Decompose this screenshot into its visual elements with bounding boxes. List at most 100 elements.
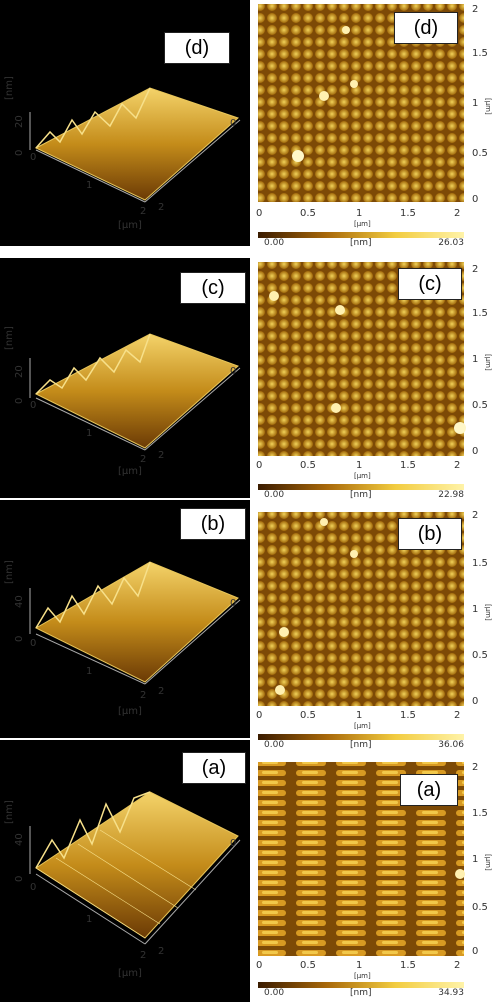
panel-label-b-2d: (b) — [398, 518, 462, 550]
color-gradient — [258, 484, 464, 490]
scale-min: 0.00 — [264, 238, 285, 248]
x-unit: [µm] — [354, 972, 371, 980]
z-axis-label: [nm] — [4, 76, 15, 100]
y-tick: 2 — [472, 510, 478, 521]
afm-2d-map-d: 0 0.5 1 1.5 2 [µm] 2 1.5 1 0.5 0 [µm] — [256, 4, 492, 228]
y-unit: [µm] — [484, 604, 492, 621]
scale-unit: [nm] — [350, 740, 372, 750]
lateral-tick: 1 — [86, 180, 92, 191]
x-tick: 2 — [454, 460, 460, 471]
afm-3d-surface-d: [nm] 20 0 0 1 2 2 0 [µm] — [4, 76, 241, 231]
z-tick: 20 — [14, 365, 25, 378]
y-tick: 1.5 — [472, 808, 488, 819]
lateral-tick: 2 — [140, 950, 146, 961]
color-gradient — [258, 232, 464, 238]
y-tick: 1 — [472, 604, 478, 615]
afm-2d-view-a: 0 0.5 1 1.5 2 [µm] 2 1.5 1 0.5 0 [µm] (a… — [254, 758, 500, 1002]
y-tick: 1 — [472, 854, 478, 865]
scale-min: 0.00 — [264, 988, 285, 998]
lateral-tick: 2 — [140, 206, 146, 217]
y-tick: 2 — [472, 264, 478, 275]
z-tick: 0 — [14, 636, 25, 642]
height-scale-bar-c: 0.00 [nm] 22.98 — [258, 484, 464, 500]
lateral-tick: 0 — [30, 882, 36, 893]
height-scale-bar-d: 0.00 [nm] 26.03 — [258, 232, 464, 248]
lateral-tick: 2 — [158, 450, 164, 461]
lateral-tick: 0 — [30, 638, 36, 649]
afm-3d-surface-b: [nm] 40 0 0 1 2 2 0 [µm] — [4, 560, 241, 717]
lateral-tick: 0 — [230, 838, 236, 849]
x-tick: 0.5 — [300, 710, 316, 721]
y-tick: 2 — [472, 762, 478, 773]
afm-2d-view-b: 0 0.5 1 1.5 2 [µm] 2 1.5 1 0.5 0 [µm] (b… — [254, 508, 500, 758]
afm-3d-surface-a: [nm] 40 0 0 1 2 2 0 [µm] — [4, 791, 241, 979]
panel-label-c-3d: (c) — [180, 272, 246, 304]
lateral-tick: 2 — [158, 946, 164, 957]
afm-2d-map-c: 0 0.5 1 1.5 2 [µm] 2 1.5 1 0.5 0 [µm] — [256, 262, 492, 480]
y-tick: 0.5 — [472, 650, 488, 661]
x-tick: 1.5 — [400, 460, 416, 471]
lateral-tick: 0 — [230, 118, 236, 129]
lateral-tick: 1 — [86, 428, 92, 439]
afm-3d-view-a: [nm] 40 0 0 1 2 2 0 [µm] (a) — [0, 740, 250, 1002]
z-axis-label: [nm] — [4, 560, 15, 584]
lateral-tick: 1 — [86, 666, 92, 677]
lateral-tick: 0 — [230, 598, 236, 609]
lateral-tick: 2 — [140, 690, 146, 701]
z-tick: 0 — [14, 876, 25, 882]
y-tick: 1 — [472, 354, 478, 365]
y-unit: [µm] — [484, 98, 492, 115]
lateral-unit: [µm] — [118, 466, 142, 477]
x-tick: 0 — [256, 960, 262, 971]
afm-2d-view-d: 0 0.5 1 1.5 2 [µm] 2 1.5 1 0.5 0 [µm] (d… — [254, 0, 500, 258]
scale-max: 36.06 — [438, 740, 464, 750]
x-tick: 1 — [356, 208, 362, 219]
y-unit: [µm] — [484, 354, 492, 371]
x-tick: 0 — [256, 460, 262, 471]
x-tick: 1 — [356, 710, 362, 721]
x-unit: [µm] — [354, 472, 371, 480]
lateral-tick: 0 — [230, 366, 236, 377]
afm-3d-view-d: [nm] 20 0 0 1 2 2 0 [µm] (d) — [0, 0, 250, 246]
x-unit: [µm] — [354, 722, 371, 730]
x-tick: 1 — [356, 960, 362, 971]
panel-label-a-3d: (a) — [182, 752, 246, 784]
afm-2d-view-c: 0 0.5 1 1.5 2 [µm] 2 1.5 1 0.5 0 [µm] (c… — [254, 258, 500, 508]
z-axis-label: [nm] — [4, 800, 15, 824]
scale-max: 26.03 — [438, 238, 464, 248]
y-tick: 2 — [472, 4, 478, 15]
color-gradient — [258, 982, 464, 988]
y-tick: 1.5 — [472, 308, 488, 319]
z-tick: 40 — [14, 833, 25, 846]
lateral-unit: [µm] — [118, 220, 142, 231]
lateral-unit: [µm] — [118, 968, 142, 979]
y-tick: 0.5 — [472, 902, 488, 913]
scale-unit: [nm] — [350, 988, 372, 998]
x-tick: 0.5 — [300, 208, 316, 219]
scale-min: 0.00 — [264, 490, 285, 500]
y-tick: 0 — [472, 696, 478, 707]
afm-2d-map-b: 0 0.5 1 1.5 2 [µm] 2 1.5 1 0.5 0 [µm] — [256, 510, 492, 730]
z-tick: 40 — [14, 595, 25, 608]
z-tick: 0 — [14, 398, 25, 404]
x-tick: 2 — [454, 710, 460, 721]
height-scale-bar-b: 0.00 [nm] 36.06 — [258, 734, 464, 750]
panel-label-b-3d: (b) — [180, 508, 246, 540]
lateral-tick: 2 — [158, 202, 164, 213]
scale-max: 22.98 — [438, 490, 464, 500]
y-tick: 0 — [472, 194, 478, 205]
panel-label-d-3d: (d) — [164, 32, 230, 64]
lateral-tick: 2 — [158, 686, 164, 697]
panel-label-a-2d: (a) — [400, 774, 458, 806]
z-axis-label: [nm] — [4, 326, 15, 350]
x-tick: 0 — [256, 710, 262, 721]
x-tick: 2 — [454, 960, 460, 971]
lateral-unit: [µm] — [118, 706, 142, 717]
height-scale-bar-a: 0.00 [nm] 34.93 — [258, 982, 464, 998]
afm-3d-view-b: [nm] 40 0 0 1 2 2 0 [µm] (b) — [0, 500, 250, 738]
z-tick: 20 — [14, 115, 25, 128]
afm-3d-surface-c: [nm] 20 0 0 1 2 2 0 [µm] — [4, 326, 241, 477]
x-tick: 0.5 — [300, 460, 316, 471]
y-tick: 0.5 — [472, 148, 488, 159]
x-tick: 1.5 — [400, 960, 416, 971]
